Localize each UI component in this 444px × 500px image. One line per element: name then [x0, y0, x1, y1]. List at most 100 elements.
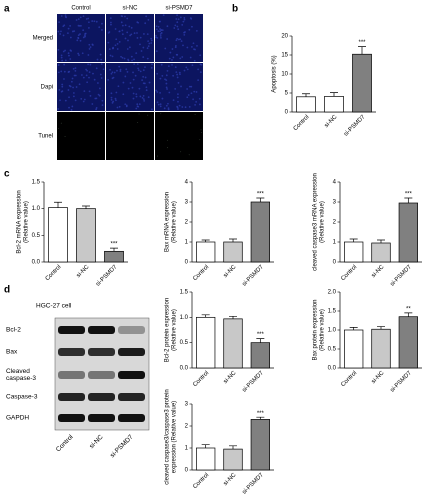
cell-dot — [176, 76, 179, 79]
y-tick-label: 0 — [185, 260, 189, 266]
cell-dot — [66, 32, 69, 35]
cell-dot — [144, 66, 146, 69]
cell-dot — [60, 56, 63, 59]
y-axis-label: cleaved caspase3/caspase3 protein — [165, 389, 171, 484]
cell-dot — [176, 96, 179, 99]
cell-dot — [57, 108, 60, 110]
cell-dot — [93, 78, 96, 81]
y-axis-label: Bax mRNA expression — [165, 192, 171, 252]
y-tick-label: 0 — [285, 110, 289, 116]
cell-dot — [200, 63, 203, 66]
blot-row-label: caspase-3 — [6, 375, 36, 382]
cell-dot — [126, 71, 129, 73]
cell-dot — [176, 105, 179, 108]
cell-dot — [176, 37, 179, 40]
cell-dot — [188, 85, 191, 88]
cell-dot — [88, 71, 91, 74]
cell-dot — [150, 39, 153, 42]
cell-dot — [165, 82, 168, 85]
cell-dot — [133, 32, 136, 35]
cell-dot — [179, 57, 182, 60]
cell-dot — [69, 58, 72, 60]
cell-dot — [159, 33, 162, 35]
cell-dot — [187, 94, 190, 96]
cell-dot — [60, 54, 63, 57]
error-bar — [229, 238, 237, 242]
error-bar — [377, 239, 385, 243]
cell-dot — [57, 48, 60, 51]
cell-dot — [199, 71, 202, 74]
y-tick-label: 4 — [333, 180, 337, 186]
cell-dot — [71, 105, 74, 108]
cell-dot — [132, 97, 135, 100]
cell-dot — [159, 77, 162, 80]
cell-dot — [175, 18, 178, 20]
y-tick-label: 3 — [185, 402, 189, 408]
bar — [250, 201, 270, 263]
bar — [196, 316, 216, 369]
cell-dot — [141, 96, 144, 99]
cell-dot — [92, 72, 94, 75]
cell-dot — [124, 15, 126, 18]
cell-dot — [186, 96, 189, 99]
cell-dot — [88, 21, 90, 24]
cell-dot — [192, 98, 195, 101]
cell-dot — [93, 20, 96, 23]
cell-dot — [95, 20, 98, 23]
cell-dot — [157, 25, 160, 28]
cell-dot — [121, 24, 124, 27]
cell-dot — [69, 85, 72, 88]
cell-dot — [116, 106, 119, 109]
cell-dot — [159, 103, 162, 106]
cell-dot — [178, 71, 181, 74]
y-tick-label: 0 — [185, 468, 189, 474]
cell-dot — [177, 100, 179, 103]
cell-dot — [67, 89, 70, 91]
cell-dot — [161, 74, 164, 77]
cell-dot — [177, 38, 180, 41]
cell-dot — [139, 70, 142, 73]
bar — [352, 53, 372, 113]
cell-dot — [81, 74, 83, 76]
cell-dot — [114, 44, 117, 47]
cell-dot — [88, 48, 91, 50]
y-axis-label: (Relative value) — [172, 201, 178, 243]
cell-dot — [198, 103, 201, 106]
cell-dot — [176, 53, 179, 56]
cell-dot — [131, 59, 133, 62]
cell-dot — [159, 105, 162, 108]
cell-dot — [68, 54, 70, 57]
cell-dot — [70, 109, 73, 111]
cell-dot — [110, 72, 113, 75]
y-axis-label: (Relative value) — [320, 201, 326, 243]
cell-dot — [190, 17, 193, 20]
cell-dot — [60, 90, 63, 93]
cell-dot — [136, 103, 139, 106]
cell-dot — [194, 103, 197, 106]
cell-dot — [82, 29, 85, 32]
cell-dot — [101, 99, 104, 102]
bar — [398, 316, 418, 369]
cell-dot — [88, 76, 90, 79]
cell-dot — [126, 48, 129, 50]
cell-dot — [130, 55, 133, 58]
error-bar — [302, 93, 310, 97]
cell-dot — [192, 42, 195, 45]
cell-dot — [147, 45, 150, 48]
cell-dot — [61, 59, 64, 62]
cell-dot — [79, 39, 82, 42]
cell-dot — [124, 24, 127, 27]
cell-dot — [183, 33, 186, 36]
cell-dot — [72, 95, 75, 98]
error-bar — [330, 92, 338, 97]
microscopy-grid: Control si-NC si-PSMD7 Merged Dapi Tunel — [33, 6, 203, 160]
cell-dot — [58, 128, 59, 130]
panel-label: b — [232, 4, 238, 15]
cell-dot — [161, 97, 164, 100]
cell-dot — [110, 98, 113, 101]
cell-dot — [116, 69, 118, 72]
y-tick-label: 1 — [333, 240, 337, 246]
cell-dot — [120, 55, 122, 58]
y-tick-label: 15 — [281, 53, 288, 59]
